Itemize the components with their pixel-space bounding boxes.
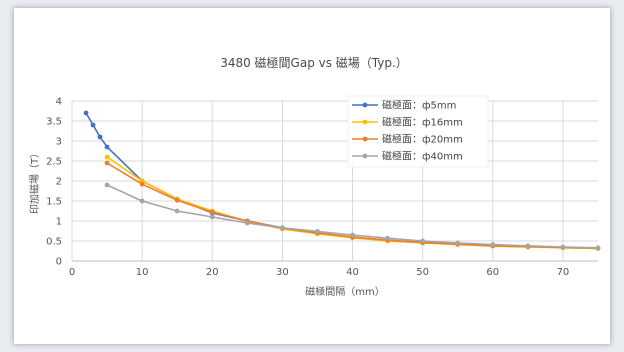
tick-layer: 00.511.522.533.540 10 20 30 40 50 60 70 xyxy=(46,97,569,279)
data-point xyxy=(84,111,89,116)
line-chart: 3480 磁極間Gap vs 磁場（Typ.） 0 0.5 1 1.5 2 2.5 3 3.5… xyxy=(14,8,610,344)
data-point xyxy=(105,145,110,150)
data-point xyxy=(525,243,530,248)
x-tick-label: 50 xyxy=(416,267,429,278)
data-point xyxy=(385,236,390,241)
grid-layer xyxy=(72,101,598,261)
legend-swatch-marker xyxy=(363,103,368,108)
data-point xyxy=(91,123,96,128)
legend-swatch-marker xyxy=(363,137,368,142)
data-point xyxy=(596,245,601,250)
data-point xyxy=(105,161,110,166)
y-axis-label: 印加磁場（T） xyxy=(28,148,41,214)
data-point xyxy=(420,239,425,244)
data-point xyxy=(245,221,250,226)
legend-entry-label: 磁極面：ф20mm xyxy=(382,133,463,146)
y-tick-label: 0.5 xyxy=(46,237,62,248)
chart-title: 3480 磁極間Gap vs 磁場（Typ.） xyxy=(220,55,408,70)
legend-entry-label: 磁極面：ф5mm xyxy=(382,99,456,112)
y-tick-label: 1.5 xyxy=(46,197,62,208)
x-tick-label: 30 xyxy=(276,267,289,278)
x-tick-label: 10 xyxy=(136,267,149,278)
legend-swatch-marker xyxy=(363,154,368,159)
x-tick-label: 0 xyxy=(69,267,75,278)
data-point xyxy=(105,183,110,188)
x-axis-label: 磁極間隔（mm） xyxy=(305,285,384,298)
data-point xyxy=(490,242,495,247)
y-tick-label: 3 xyxy=(56,137,62,148)
y-tick-label: 1 xyxy=(56,217,62,228)
legend-entry-label: 磁極面：ф16mm xyxy=(382,116,463,129)
legend: 磁極面：ф5mm 磁極面：ф16mm 磁極面：ф20mm 磁極面：ф40mm xyxy=(348,96,488,167)
y-tick-label: 2 xyxy=(56,177,62,188)
x-tick-label: 60 xyxy=(486,267,499,278)
data-point xyxy=(140,182,145,187)
data-point xyxy=(210,210,215,215)
chart-card: 3480 磁極間Gap vs 磁場（Typ.） 0 0.5 1 1.5 2 2.5 3 3.5… xyxy=(14,8,610,344)
data-point xyxy=(98,135,103,140)
data-point xyxy=(315,229,320,234)
x-tick-label: 20 xyxy=(206,267,219,278)
y-tick-label: 4 xyxy=(56,97,62,108)
data-point xyxy=(175,209,180,214)
data-point xyxy=(280,225,285,230)
legend-swatch-marker xyxy=(363,120,368,125)
data-point xyxy=(350,233,355,238)
data-point xyxy=(105,155,110,160)
x-tick-label: 40 xyxy=(346,267,359,278)
x-tick-label: 70 xyxy=(557,267,570,278)
y-tick-label: 0 xyxy=(56,257,62,268)
data-point xyxy=(140,199,145,204)
data-point xyxy=(175,198,180,203)
y-tick-label: 3.5 xyxy=(46,117,62,128)
data-point xyxy=(561,245,566,250)
y-tick-label: 2.5 xyxy=(46,157,62,168)
data-point xyxy=(210,215,215,220)
legend-entry-label: 磁極面：ф40mm xyxy=(382,150,463,163)
data-point xyxy=(455,241,460,246)
